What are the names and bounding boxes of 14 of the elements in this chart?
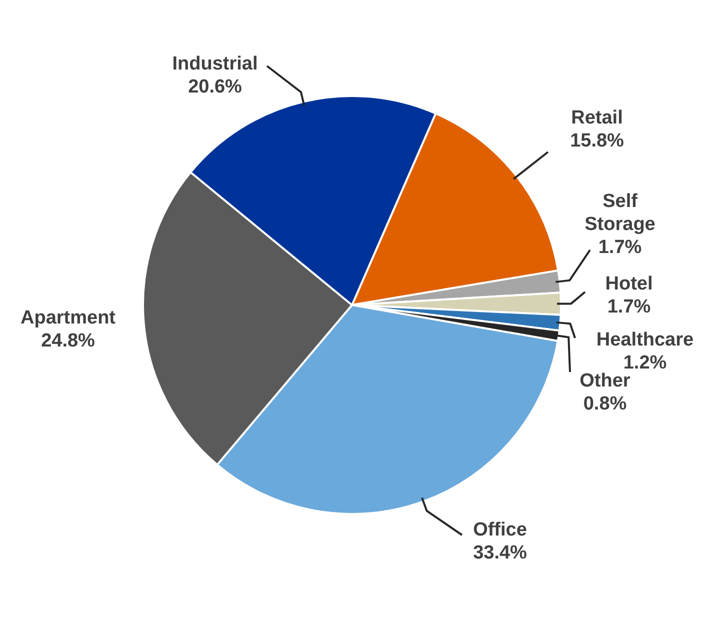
slice-label: Healthcare: [596, 330, 694, 351]
slice-label: Hotel: [605, 274, 653, 295]
data-label: 1.7%: [607, 296, 651, 318]
data-label: 20.6%: [188, 76, 242, 98]
data-label: 15.8%: [570, 130, 624, 152]
slice-label: Apartment: [20, 308, 116, 329]
slice-label: Self Storage: [584, 191, 656, 236]
slice-label: Retail: [571, 108, 623, 129]
data-label: 24.8%: [41, 330, 96, 352]
data-label: 33.4%: [473, 542, 528, 564]
slice-label: Industrial: [172, 54, 258, 75]
data-label: 0.8%: [583, 394, 627, 415]
data-label: 1.7%: [598, 237, 642, 258]
slice-label: Office: [473, 520, 527, 541]
